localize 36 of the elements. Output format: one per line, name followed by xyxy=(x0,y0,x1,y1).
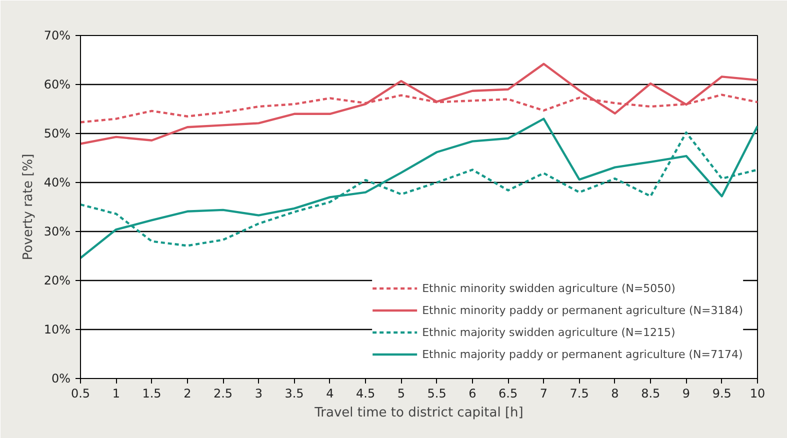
x-tick-label: 2.5 xyxy=(213,386,233,400)
y-tick-label: 30% xyxy=(44,224,70,238)
x-tick-label: 6 xyxy=(468,386,476,400)
x-tick-label: 0.5 xyxy=(70,386,90,400)
x-tick-label: 10 xyxy=(750,386,766,400)
x-tick-label: 7.5 xyxy=(570,386,589,400)
y-tick-label: 0% xyxy=(51,372,71,386)
x-tick-label: 2 xyxy=(184,386,192,400)
x-tick-label: 9 xyxy=(682,386,690,400)
y-tick-label: 70% xyxy=(44,28,70,42)
x-tick-label: 4 xyxy=(326,386,334,400)
y-tick-label: 20% xyxy=(44,274,70,288)
x-tick-label: 8 xyxy=(611,386,619,400)
y-tick-label: 50% xyxy=(44,126,70,140)
y-tick-label: 10% xyxy=(44,322,70,336)
line-series xyxy=(80,62,758,145)
y-axis-title: Poverty rate [%] xyxy=(20,154,36,260)
x-tick-label: 7 xyxy=(540,386,548,400)
y-tick-label: 40% xyxy=(44,176,70,190)
x-tick-label: 9.5 xyxy=(712,386,732,400)
x-tick-label: 5 xyxy=(397,386,406,400)
x-tick-label: 5.5 xyxy=(427,386,446,400)
x-tick-label: 1.5 xyxy=(142,386,162,400)
x-tick-label: 3 xyxy=(254,386,262,400)
x-tick-label: 3.5 xyxy=(284,386,304,400)
x-axis-title: Travel time to district capital [h] xyxy=(314,406,524,420)
legend-label: Ethnic majority swidden agriculture (N=1215) xyxy=(422,325,676,339)
x-tick-label: 6.5 xyxy=(498,386,518,400)
legend-label: Ethnic minority paddy or permanent agriculture (N=3184) xyxy=(422,303,743,317)
line-series xyxy=(80,118,758,260)
y-tick-label: 60% xyxy=(44,78,70,92)
x-tick-label: 8.5 xyxy=(641,386,660,400)
legend-label: Ethnic majority paddy or permanent agriculture (N=7174) xyxy=(422,347,743,361)
x-tick-label: 1 xyxy=(112,386,120,400)
x-tick-label: 4.5 xyxy=(356,386,376,400)
legend-label: Ethnic minority swidden agriculture (N=5050) xyxy=(422,281,676,295)
